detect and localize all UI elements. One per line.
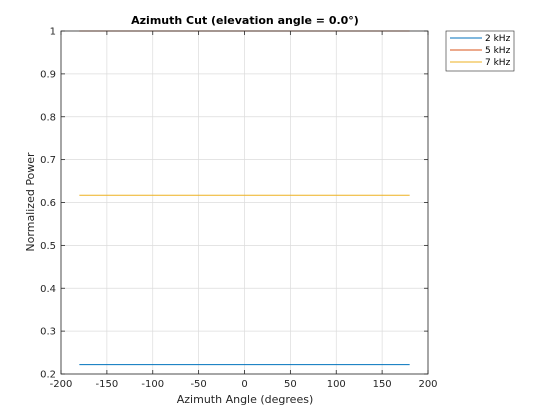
legend-entry-2: 7 kHz <box>485 58 511 68</box>
x-tick-label: -50 <box>190 379 206 390</box>
x-tick-label: -150 <box>96 379 119 390</box>
y-axis-ticks: 0.2 0.3 0.4 0.5 0.6 0.7 0.8 0.9 1 <box>40 27 428 381</box>
legend-entry-1: 5 kHz <box>485 46 511 56</box>
x-axis-ticks: -200 -150 -100 -50 0 50 100 150 200 <box>50 31 438 390</box>
grid <box>60 30 429 375</box>
y-tick-label: 0.4 <box>40 284 56 295</box>
x-axis-label: Azimuth Angle (degrees) <box>177 393 314 406</box>
y-tick-label: 0.6 <box>40 198 56 209</box>
y-tick-label: 0.7 <box>40 155 56 166</box>
chart-title: Azimuth Cut (elevation angle = 0.0°) <box>131 14 359 27</box>
x-tick-label: 0 <box>241 379 247 390</box>
x-tick-label: 200 <box>418 379 437 390</box>
y-tick-label: 1 <box>50 27 56 38</box>
legend-entry-0: 2 kHz <box>485 34 511 44</box>
x-tick-label: 150 <box>373 379 392 390</box>
legend: 2 kHz 5 kHz 7 kHz <box>445 30 515 72</box>
x-tick-label: -100 <box>141 379 164 390</box>
y-tick-label: 0.3 <box>40 327 56 338</box>
x-tick-label: -200 <box>50 379 73 390</box>
y-axis-label: Normalized Power <box>24 152 37 252</box>
y-tick-label: 0.9 <box>40 69 56 80</box>
y-tick-label: 0.8 <box>40 112 56 123</box>
y-tick-label: 0.5 <box>40 241 56 252</box>
x-tick-label: 50 <box>284 379 297 390</box>
x-tick-label: 100 <box>327 379 346 390</box>
y-tick-label: 0.2 <box>40 370 56 381</box>
